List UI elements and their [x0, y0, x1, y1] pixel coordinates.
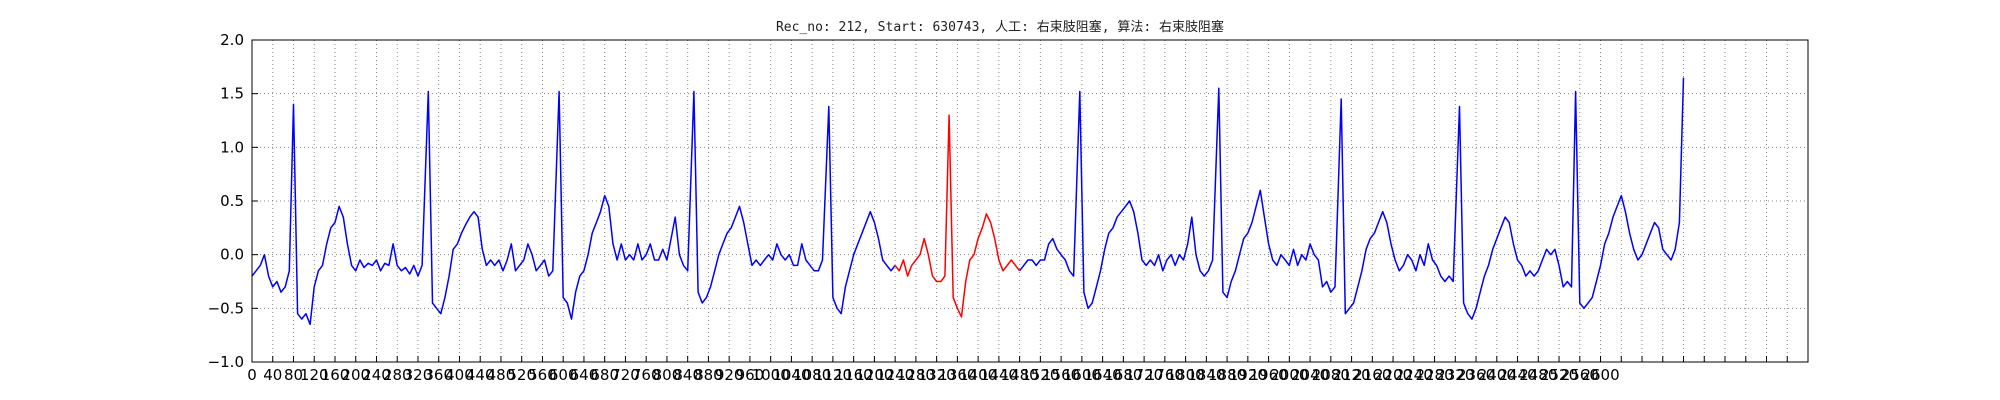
series-group	[251, 77, 1685, 326]
x-tick-label: 2440	[1498, 366, 1536, 384]
grid-lines	[251, 39, 1808, 363]
x-tick-label: 200	[341, 366, 370, 384]
x-tick-label: 680	[590, 366, 619, 384]
x-tick-label: 1040	[772, 366, 810, 384]
x-tick-label: 1360	[938, 366, 976, 384]
x-tick-label: 2280	[1415, 366, 1453, 384]
x-tick-label: 840	[673, 366, 702, 384]
x-tick-label: 440	[466, 366, 495, 384]
series-line-1	[894, 114, 1021, 318]
x-tick-label: 1200	[855, 366, 893, 384]
x-tick-label: 1440	[980, 366, 1018, 384]
x-tick-label: 1600	[1063, 366, 1101, 384]
series-line-0	[1019, 77, 1685, 320]
x-tick-label: 1680	[1104, 366, 1142, 384]
x-tick-label: 1000	[752, 366, 790, 384]
x-tick-label: 320	[404, 366, 433, 384]
x-tick-label: 1160	[835, 366, 873, 384]
x-tick-label: 640	[570, 366, 599, 384]
x-tick-label: 1520	[1021, 366, 1059, 384]
x-tick-label: 120	[300, 366, 329, 384]
x-tick-label: 1560	[1042, 366, 1080, 384]
x-tick-label: 560	[528, 366, 557, 384]
x-tick-label: 2080	[1312, 366, 1350, 384]
x-tick-label: 240	[362, 366, 391, 384]
x-tick-label: 720	[611, 366, 640, 384]
x-tick-label: 1960	[1249, 366, 1287, 384]
x-tick-label: 920	[715, 366, 744, 384]
x-axis: 0 40 8012016020024028032036040044048052056…	[247, 356, 1788, 384]
x-tick-label: 1640	[1084, 366, 1122, 384]
y-axis: 2.0 1.5 1.0 0.5 0.0 −0.5 −1.0	[208, 31, 258, 371]
x-tick-label: 280	[383, 366, 412, 384]
x-tick-label: 2360	[1457, 366, 1495, 384]
y-tick-label: 0.5	[220, 192, 244, 210]
x-tick-label: 1880	[1208, 366, 1246, 384]
x-tick-label: 2040	[1291, 366, 1329, 384]
x-tick-label: 2600	[1581, 366, 1619, 384]
plot-frame	[251, 39, 1809, 363]
x-tick-label: 1400	[959, 366, 997, 384]
x-tick-label: 2480	[1519, 366, 1557, 384]
x-tick-label: 1240	[876, 366, 914, 384]
x-tick-label: 1480	[1001, 366, 1039, 384]
x-tick-label: 1800	[1167, 366, 1205, 384]
x-tick-label: 360	[424, 366, 453, 384]
y-tick-label: 1.5	[220, 85, 244, 103]
x-tick-label: 600	[549, 366, 578, 384]
x-tick-label: 40	[263, 366, 282, 384]
x-tick-label: 2240	[1395, 366, 1433, 384]
x-tick-label: 1760	[1146, 366, 1184, 384]
x-tick-label: 1120	[814, 366, 852, 384]
x-tick-label: 480	[487, 366, 516, 384]
series-line-0	[251, 90, 896, 326]
x-tick-label: 1840	[1187, 366, 1225, 384]
x-tick-label: 2400	[1478, 366, 1516, 384]
y-tick-label: 0.0	[220, 246, 244, 264]
x-tick-label: 2320	[1436, 366, 1474, 384]
y-tick-label: 1.0	[220, 138, 244, 156]
y-tick-label: −1.0	[208, 353, 244, 371]
y-tick-label: 2.0	[220, 31, 244, 49]
x-tick-label: 2000	[1270, 366, 1308, 384]
x-tick-label: 2200	[1374, 366, 1412, 384]
x-tick-label: 520	[507, 366, 536, 384]
x-tick-label: 1720	[1125, 366, 1163, 384]
x-tick-label: 1080	[793, 366, 831, 384]
x-tick-label: 760	[632, 366, 661, 384]
x-tick-label: 2160	[1353, 366, 1391, 384]
x-tick-label: 80	[284, 366, 303, 384]
x-tick-label: 800	[653, 366, 682, 384]
chart-title: Rec_no: 212, Start: 630743, 人工: 右束肢阻塞, 算…	[776, 19, 1224, 35]
x-tick-label: 160	[321, 366, 350, 384]
x-tick-label: 960	[736, 366, 765, 384]
x-tick-label: 1320	[918, 366, 956, 384]
x-tick-label: 1920	[1229, 366, 1267, 384]
x-tick-label: 2120	[1332, 366, 1370, 384]
x-tick-label: 2520	[1540, 366, 1578, 384]
x-tick-label: 880	[694, 366, 723, 384]
y-tick-label: −0.5	[208, 299, 244, 317]
x-tick-label: 2560	[1561, 366, 1599, 384]
x-tick-label: 400	[445, 366, 474, 384]
x-tick-label: 1280	[897, 366, 935, 384]
x-tick-label: 0	[247, 366, 257, 384]
